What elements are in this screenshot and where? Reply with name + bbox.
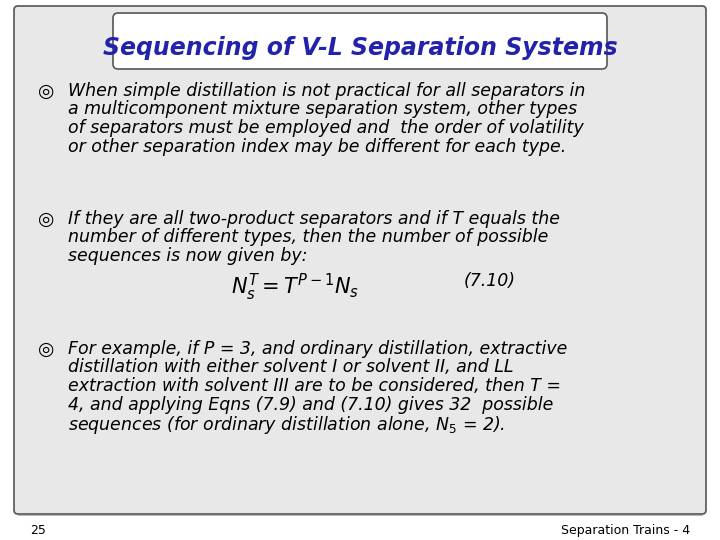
Text: 4, and applying Eqns (7.9) and (7.10) gives 32  possible: 4, and applying Eqns (7.9) and (7.10) gi…: [68, 395, 554, 414]
Text: ◎: ◎: [38, 210, 55, 229]
Text: extraction with solvent III are to be considered, then T =: extraction with solvent III are to be co…: [68, 377, 561, 395]
FancyBboxPatch shape: [14, 6, 706, 514]
Text: If they are all two-product separators and if T equals the: If they are all two-product separators a…: [68, 210, 560, 228]
Text: sequences (for ordinary distillation alone, $N_5$ = 2).: sequences (for ordinary distillation alo…: [68, 414, 505, 436]
Text: $N_s^T =T^{P-1}N_s$: $N_s^T =T^{P-1}N_s$: [231, 272, 359, 303]
Text: ◎: ◎: [38, 340, 55, 359]
Text: distillation with either solvent I or solvent II, and LL: distillation with either solvent I or so…: [68, 359, 513, 376]
Text: 25: 25: [30, 524, 46, 537]
Text: number of different types, then the number of possible: number of different types, then the numb…: [68, 228, 549, 246]
Text: For example, if P = 3, and ordinary distillation, extractive: For example, if P = 3, and ordinary dist…: [68, 340, 567, 358]
Text: When simple distillation is not practical for all separators in: When simple distillation is not practica…: [68, 82, 585, 100]
Text: a multicomponent mixture separation system, other types: a multicomponent mixture separation syst…: [68, 100, 577, 118]
Text: sequences is now given by:: sequences is now given by:: [68, 247, 307, 265]
FancyBboxPatch shape: [113, 13, 607, 69]
Text: ◎: ◎: [38, 82, 55, 101]
Text: Separation Trains - 4: Separation Trains - 4: [561, 524, 690, 537]
Text: Sequencing of V-L Separation Systems: Sequencing of V-L Separation Systems: [103, 36, 617, 60]
Text: or other separation index may be different for each type.: or other separation index may be differe…: [68, 138, 566, 156]
Text: (7.10): (7.10): [464, 272, 516, 289]
Text: of separators must be employed and  the order of volatility: of separators must be employed and the o…: [68, 119, 584, 137]
